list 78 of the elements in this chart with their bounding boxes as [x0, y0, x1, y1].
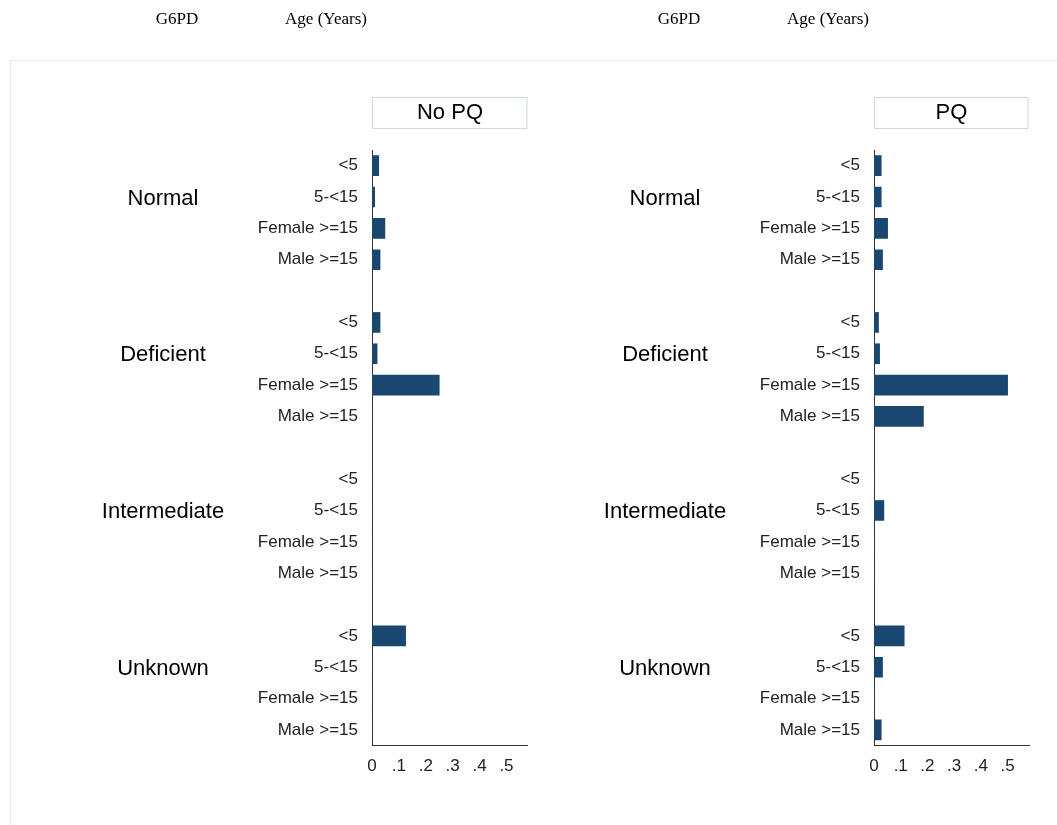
text: Intermediate	[101, 498, 225, 524]
x-tick-label: .4	[472, 756, 487, 776]
y-tick-label: Male >=15	[277, 249, 358, 269]
y-tick-label: Female >=15	[759, 688, 860, 708]
bar	[372, 312, 381, 333]
y-tick-label: Male >=15	[277, 406, 358, 426]
y-tick-label: Female >=15	[257, 531, 358, 551]
x-tick-label: .2	[920, 756, 935, 776]
bar	[372, 249, 381, 271]
bar	[874, 500, 885, 521]
chart-title: No PQ	[416, 99, 484, 125]
bar	[874, 374, 1008, 396]
x-tick-label: 0	[367, 756, 377, 776]
y-tick-label: 5-<15	[314, 343, 358, 363]
y-tick-label: Male >=15	[779, 719, 860, 739]
chart-title: PQ	[935, 99, 968, 125]
bar	[874, 625, 905, 647]
y-tick-label: <5	[840, 155, 860, 175]
bar	[874, 155, 882, 176]
bar	[874, 218, 888, 239]
y-tick-label: Male >=15	[779, 406, 860, 426]
y-axis-title: Age (Years)	[787, 9, 869, 29]
y-tick-label: Female >=15	[257, 688, 358, 708]
y-tick-label: <5	[840, 468, 860, 488]
bar	[874, 656, 883, 678]
x-tick-label: .3	[947, 756, 962, 776]
text: Normal	[127, 184, 199, 210]
bar	[874, 186, 882, 208]
y-tick-label: Female >=15	[257, 218, 358, 238]
y-tick-label: <5	[840, 312, 860, 332]
bar	[372, 155, 380, 176]
y-tick-label: <5	[840, 625, 860, 645]
text: Unknown	[619, 654, 711, 680]
y-tick-label: Female >=15	[759, 531, 860, 551]
y-tick-label: 5-<15	[314, 500, 358, 520]
text: Intermediate	[603, 498, 727, 524]
bar	[372, 625, 406, 647]
x-tick-label: .2	[418, 756, 433, 776]
bar	[874, 312, 879, 333]
text: Deficient	[622, 341, 708, 367]
y-tick-label: <5	[338, 625, 358, 645]
y-tick-label: 5-<15	[816, 343, 860, 363]
text: Unknown	[117, 654, 209, 680]
y-tick-label: 5-<15	[816, 656, 860, 676]
x-tick-label: .1	[391, 756, 406, 776]
bar	[874, 343, 880, 365]
x-tick-label: .4	[973, 756, 988, 776]
y-tick-label: <5	[338, 468, 358, 488]
x-tick-label: .3	[445, 756, 460, 776]
bar	[874, 249, 883, 271]
y-tick-label: <5	[338, 312, 358, 332]
bar	[372, 374, 440, 396]
bar	[372, 186, 376, 208]
y-tick-label: 5-<15	[314, 186, 358, 206]
x-tick-label: 0	[869, 756, 879, 776]
y-tick-label: Male >=15	[277, 719, 358, 739]
y-tick-label: 5-<15	[314, 656, 358, 676]
text: G6PD	[657, 9, 701, 29]
y-tick-label: Male >=15	[779, 562, 860, 582]
y-tick-label: Male >=15	[779, 249, 860, 269]
y-tick-label: Male >=15	[277, 562, 358, 582]
y-tick-label: 5-<15	[816, 500, 860, 520]
text: Normal	[629, 184, 701, 210]
text: Deficient	[120, 341, 206, 367]
text: G6PD	[155, 9, 199, 29]
y-tick-label: 5-<15	[816, 186, 860, 206]
x-tick-label: .1	[893, 756, 908, 776]
y-tick-label: Female >=15	[759, 218, 860, 238]
x-tick-label: .5	[499, 756, 514, 776]
y-axis-title: Age (Years)	[285, 9, 367, 29]
x-tick-label: .5	[1000, 756, 1015, 776]
y-tick-label: Female >=15	[257, 374, 358, 394]
y-tick-label: Female >=15	[759, 374, 860, 394]
bar	[372, 218, 386, 239]
bar	[372, 343, 378, 365]
bar	[874, 719, 882, 741]
bar	[874, 406, 924, 427]
y-tick-label: <5	[338, 155, 358, 175]
